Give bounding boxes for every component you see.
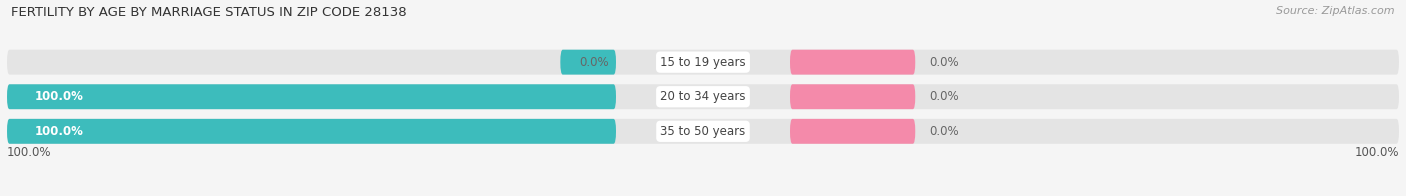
Text: 100.0%: 100.0%: [1354, 146, 1399, 159]
FancyBboxPatch shape: [790, 119, 915, 144]
FancyBboxPatch shape: [790, 84, 915, 109]
FancyBboxPatch shape: [790, 50, 915, 75]
Text: 0.0%: 0.0%: [579, 56, 609, 69]
Text: 0.0%: 0.0%: [929, 56, 959, 69]
Text: FERTILITY BY AGE BY MARRIAGE STATUS IN ZIP CODE 28138: FERTILITY BY AGE BY MARRIAGE STATUS IN Z…: [11, 6, 406, 19]
Text: Source: ZipAtlas.com: Source: ZipAtlas.com: [1277, 6, 1395, 16]
FancyBboxPatch shape: [7, 84, 1399, 109]
Text: 0.0%: 0.0%: [929, 90, 959, 103]
FancyBboxPatch shape: [7, 119, 616, 144]
FancyBboxPatch shape: [7, 50, 1399, 75]
Text: 100.0%: 100.0%: [35, 125, 84, 138]
FancyBboxPatch shape: [561, 50, 616, 75]
FancyBboxPatch shape: [7, 84, 616, 109]
Text: 20 to 34 years: 20 to 34 years: [661, 90, 745, 103]
Text: 100.0%: 100.0%: [7, 146, 52, 159]
FancyBboxPatch shape: [7, 119, 1399, 144]
Text: 100.0%: 100.0%: [35, 90, 84, 103]
Text: 15 to 19 years: 15 to 19 years: [661, 56, 745, 69]
Text: 0.0%: 0.0%: [929, 125, 959, 138]
Text: 35 to 50 years: 35 to 50 years: [661, 125, 745, 138]
